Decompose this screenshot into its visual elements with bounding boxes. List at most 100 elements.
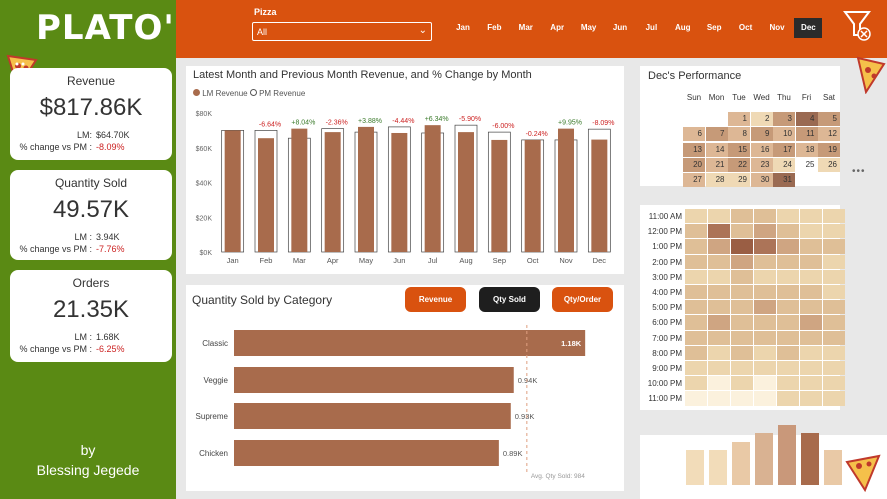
heatmap-cell[interactable] <box>731 391 753 406</box>
heatmap-cell[interactable] <box>708 285 730 300</box>
month-button-sep[interactable]: Sep <box>706 23 722 32</box>
heatmap-cell[interactable] <box>708 224 730 239</box>
heatmap-cell[interactable] <box>754 254 776 269</box>
heatmap-cell[interactable] <box>754 285 776 300</box>
calendar-day-cell[interactable]: 5 <box>818 112 840 127</box>
month-button-dec[interactable]: Dec <box>794 18 823 38</box>
heatmap-cell[interactable] <box>708 361 730 376</box>
heatmap-cell[interactable] <box>685 330 707 345</box>
calendar-day-cell[interactable]: 23 <box>750 157 773 172</box>
heatmap-cell[interactable] <box>685 224 707 239</box>
calendar-day-cell[interactable]: 8 <box>728 127 750 142</box>
heatmap-cell[interactable] <box>800 345 822 360</box>
month-button-jun[interactable]: Jun <box>612 23 628 32</box>
heatmap-cell[interactable] <box>800 209 822 224</box>
heatmap-cell[interactable] <box>685 361 707 376</box>
heatmap-cell[interactable] <box>708 254 730 269</box>
heatmap-cell[interactable] <box>685 300 707 315</box>
heatmap-cell[interactable] <box>777 269 799 284</box>
calendar-day-cell[interactable]: 10 <box>773 127 795 142</box>
heatmap-cell[interactable] <box>823 391 845 406</box>
heatmap-cell[interactable] <box>731 315 753 330</box>
calendar-day-cell[interactable]: 17 <box>773 142 795 157</box>
calendar-day-cell[interactable]: 13 <box>683 142 705 157</box>
calendar-day-cell[interactable]: 7 <box>705 127 728 142</box>
calendar-day-cell[interactable]: 20 <box>683 157 705 172</box>
heatmap-cell[interactable] <box>823 361 845 376</box>
heatmap-cell[interactable] <box>708 330 730 345</box>
month-button-aug[interactable]: Aug <box>675 23 691 32</box>
heatmap-cell[interactable] <box>685 391 707 406</box>
month-button-feb[interactable]: Feb <box>487 23 502 32</box>
heatmap-cell[interactable] <box>823 300 845 315</box>
heatmap-cell[interactable] <box>800 269 822 284</box>
calendar-day-cell[interactable]: 24 <box>773 157 795 172</box>
heatmap-cell[interactable] <box>777 361 799 376</box>
heatmap-cell[interactable] <box>708 300 730 315</box>
heatmap-cell[interactable] <box>754 315 776 330</box>
heatmap-cell[interactable] <box>754 269 776 284</box>
heatmap-cell[interactable] <box>731 239 753 254</box>
heatmap-cell[interactable] <box>754 361 776 376</box>
calendar-day-cell[interactable]: 18 <box>795 142 818 157</box>
clear-filter-icon[interactable] <box>842 9 872 41</box>
month-button-jul[interactable]: Jul <box>645 23 658 32</box>
heatmap-cell[interactable] <box>800 376 822 391</box>
heatmap-cell[interactable] <box>731 224 753 239</box>
calendar-day-cell[interactable]: 6 <box>683 127 705 142</box>
calendar-day-cell[interactable]: 30 <box>750 173 773 187</box>
calendar-day-cell[interactable]: 3 <box>773 112 795 127</box>
calendar-day-cell[interactable]: 11 <box>795 127 818 142</box>
heatmap-cell[interactable] <box>823 209 845 224</box>
month-button-jan[interactable]: Jan <box>456 23 470 32</box>
heatmap-cell[interactable] <box>777 300 799 315</box>
calendar-day-cell[interactable]: 2 <box>750 112 773 127</box>
heatmap-cell[interactable] <box>754 376 776 391</box>
heatmap-cell[interactable] <box>685 254 707 269</box>
heatmap-cell[interactable] <box>731 330 753 345</box>
heatmap-cell[interactable] <box>708 209 730 224</box>
heatmap-cell[interactable] <box>777 345 799 360</box>
heatmap-cell[interactable] <box>777 285 799 300</box>
calendar-day-cell[interactable]: 27 <box>683 173 705 187</box>
heatmap-cell[interactable] <box>777 391 799 406</box>
heatmap-cell[interactable] <box>800 391 822 406</box>
heatmap-cell[interactable] <box>777 254 799 269</box>
heatmap-cell[interactable] <box>823 285 845 300</box>
qty-per-order-metric-button[interactable]: Qty/Order <box>552 287 613 312</box>
month-button-mar[interactable]: Mar <box>518 23 533 32</box>
heatmap-cell[interactable] <box>731 254 753 269</box>
heatmap-cell[interactable] <box>800 330 822 345</box>
heatmap-cell[interactable] <box>800 300 822 315</box>
heatmap-cell[interactable] <box>731 376 753 391</box>
heatmap-cell[interactable] <box>731 300 753 315</box>
calendar-day-cell[interactable]: 29 <box>728 173 750 187</box>
calendar-day-cell[interactable]: 14 <box>705 142 728 157</box>
heatmap-cell[interactable] <box>685 285 707 300</box>
heatmap-cell[interactable] <box>685 239 707 254</box>
heatmap-cell[interactable] <box>731 361 753 376</box>
heatmap-cell[interactable] <box>708 315 730 330</box>
calendar-day-cell[interactable]: 1 <box>728 112 750 127</box>
heatmap-cell[interactable] <box>754 391 776 406</box>
month-button-oct[interactable]: Oct <box>738 23 753 32</box>
heatmap-cell[interactable] <box>823 376 845 391</box>
heatmap-cell[interactable] <box>800 285 822 300</box>
heatmap-cell[interactable] <box>731 269 753 284</box>
heatmap-cell[interactable] <box>685 376 707 391</box>
calendar-day-cell[interactable]: 15 <box>728 142 750 157</box>
heatmap-cell[interactable] <box>754 345 776 360</box>
heatmap-cell[interactable] <box>731 209 753 224</box>
revenue-metric-button[interactable]: Revenue <box>405 287 466 312</box>
calendar-day-cell[interactable]: 31 <box>773 173 795 187</box>
calendar-day-cell[interactable]: 12 <box>818 127 840 142</box>
calendar-day-cell[interactable]: 22 <box>728 157 750 172</box>
month-button-nov[interactable]: Nov <box>769 23 785 32</box>
heatmap-cell[interactable] <box>754 300 776 315</box>
calendar-day-cell[interactable]: 19 <box>818 142 840 157</box>
heatmap-cell[interactable] <box>823 269 845 284</box>
heatmap-cell[interactable] <box>777 239 799 254</box>
heatmap-cell[interactable] <box>777 209 799 224</box>
heatmap-cell[interactable] <box>823 345 845 360</box>
calendar-day-cell[interactable]: 16 <box>750 142 773 157</box>
